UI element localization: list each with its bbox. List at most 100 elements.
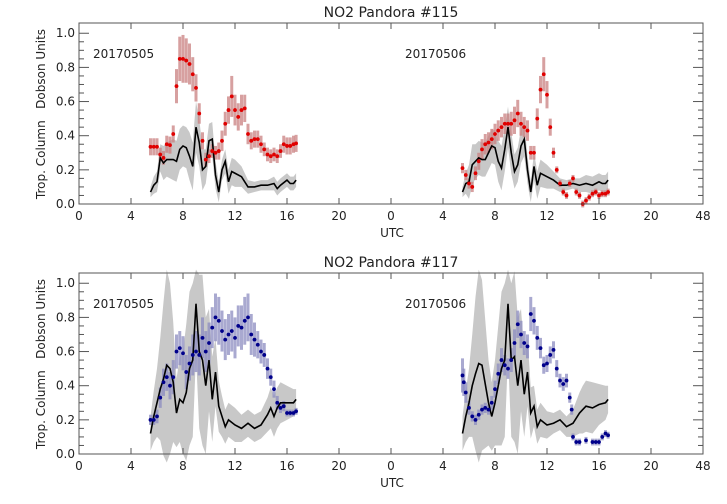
data-point bbox=[525, 128, 530, 133]
data-point bbox=[515, 322, 520, 327]
data-point bbox=[148, 144, 153, 149]
data-point bbox=[158, 152, 163, 157]
x-tick-label: 0 bbox=[75, 209, 83, 223]
data-point bbox=[200, 138, 205, 143]
data-point bbox=[187, 62, 192, 66]
data-point bbox=[281, 142, 286, 147]
data-point bbox=[168, 383, 172, 388]
x-tick-label: 16 bbox=[591, 459, 606, 473]
data-point bbox=[470, 185, 475, 189]
data-point bbox=[502, 121, 507, 126]
data-point bbox=[210, 149, 215, 153]
data-point bbox=[597, 440, 601, 444]
data-point bbox=[590, 440, 595, 444]
data-point bbox=[473, 417, 478, 422]
data-point bbox=[525, 344, 530, 349]
data-point bbox=[262, 353, 267, 357]
data-point bbox=[168, 143, 172, 147]
data-point bbox=[541, 363, 546, 368]
data-point bbox=[246, 315, 250, 320]
data-point bbox=[239, 325, 244, 330]
data-point bbox=[255, 137, 260, 142]
data-point bbox=[259, 142, 263, 147]
data-point bbox=[545, 92, 549, 97]
data-point bbox=[545, 361, 549, 366]
data-point bbox=[262, 147, 267, 152]
data-point bbox=[483, 405, 488, 410]
y-tick-label: 0.2 bbox=[56, 413, 75, 427]
uncertainty-band bbox=[150, 269, 297, 463]
data-point bbox=[200, 335, 205, 340]
y-axis-label: Trop. Column Dobson Units bbox=[34, 29, 48, 200]
plot-area bbox=[148, 269, 610, 463]
data-point bbox=[194, 349, 198, 354]
x-tick-label: 20 bbox=[331, 209, 346, 223]
data-point bbox=[564, 193, 569, 198]
data-point bbox=[522, 341, 527, 345]
x-tick-label: 4 bbox=[127, 459, 135, 473]
x-tick-label: 16 bbox=[279, 209, 294, 223]
data-point bbox=[463, 390, 468, 395]
data-point bbox=[515, 111, 520, 116]
data-point bbox=[288, 411, 293, 415]
data-point bbox=[181, 351, 185, 356]
x-axis-label: UTC bbox=[380, 226, 404, 240]
x-tick-label: 8 bbox=[179, 459, 187, 473]
date-annotation-day2: 20170506 bbox=[405, 47, 466, 61]
data-point bbox=[496, 128, 501, 133]
data-point bbox=[606, 190, 610, 194]
data-point bbox=[512, 341, 517, 345]
data-point bbox=[203, 349, 208, 354]
data-point bbox=[197, 353, 202, 357]
data-point bbox=[561, 382, 566, 386]
data-point bbox=[255, 342, 260, 347]
data-point bbox=[558, 181, 562, 186]
data-point bbox=[161, 380, 166, 385]
data-point bbox=[223, 121, 228, 126]
data-point bbox=[593, 190, 598, 194]
data-point bbox=[509, 358, 514, 362]
data-point bbox=[606, 433, 610, 438]
data-point bbox=[207, 341, 211, 345]
data-point bbox=[285, 144, 289, 148]
data-point bbox=[600, 435, 605, 439]
x-tick-label: 4 bbox=[439, 459, 447, 473]
date-annotation-day1: 20170505 bbox=[93, 297, 154, 311]
data-point bbox=[571, 435, 575, 439]
data-point bbox=[554, 366, 559, 371]
date-annotation-day2: 20170506 bbox=[405, 297, 466, 311]
data-point bbox=[541, 72, 546, 77]
data-point bbox=[574, 440, 579, 444]
data-point bbox=[493, 132, 497, 136]
data-point bbox=[164, 375, 169, 380]
series-line bbox=[149, 126, 297, 193]
data-point bbox=[220, 138, 224, 143]
chart-title: NO2 Pandora #117 bbox=[324, 255, 459, 271]
data-point bbox=[278, 149, 283, 153]
data-point bbox=[569, 407, 574, 412]
data-point bbox=[233, 335, 237, 340]
data-point bbox=[213, 150, 218, 155]
data-point bbox=[509, 121, 514, 126]
data-point bbox=[223, 337, 228, 342]
y-tick-label: 0.8 bbox=[56, 60, 75, 74]
y-tick-label: 0.0 bbox=[56, 447, 75, 461]
data-point bbox=[561, 190, 566, 194]
data-point bbox=[600, 191, 605, 196]
data-point bbox=[161, 155, 166, 160]
data-point bbox=[272, 387, 276, 392]
data-point bbox=[268, 375, 273, 380]
data-point bbox=[597, 193, 601, 198]
panel-pandora-115: NO2 Pandora #115 Trop. Column Dobson Uni… bbox=[34, 5, 711, 240]
x-tick-label: 20 bbox=[331, 459, 346, 473]
data-point bbox=[151, 144, 156, 149]
data-point bbox=[285, 411, 289, 415]
data-point bbox=[184, 58, 189, 63]
data-point bbox=[528, 150, 533, 155]
x-tick-label: 16 bbox=[279, 459, 294, 473]
data-point bbox=[272, 152, 276, 157]
data-point bbox=[535, 335, 540, 340]
y-tick-label: 0.6 bbox=[56, 95, 75, 109]
panel-pandora-117: NO2 Pandora #117 Trop. Column Dobson Uni… bbox=[34, 255, 711, 490]
